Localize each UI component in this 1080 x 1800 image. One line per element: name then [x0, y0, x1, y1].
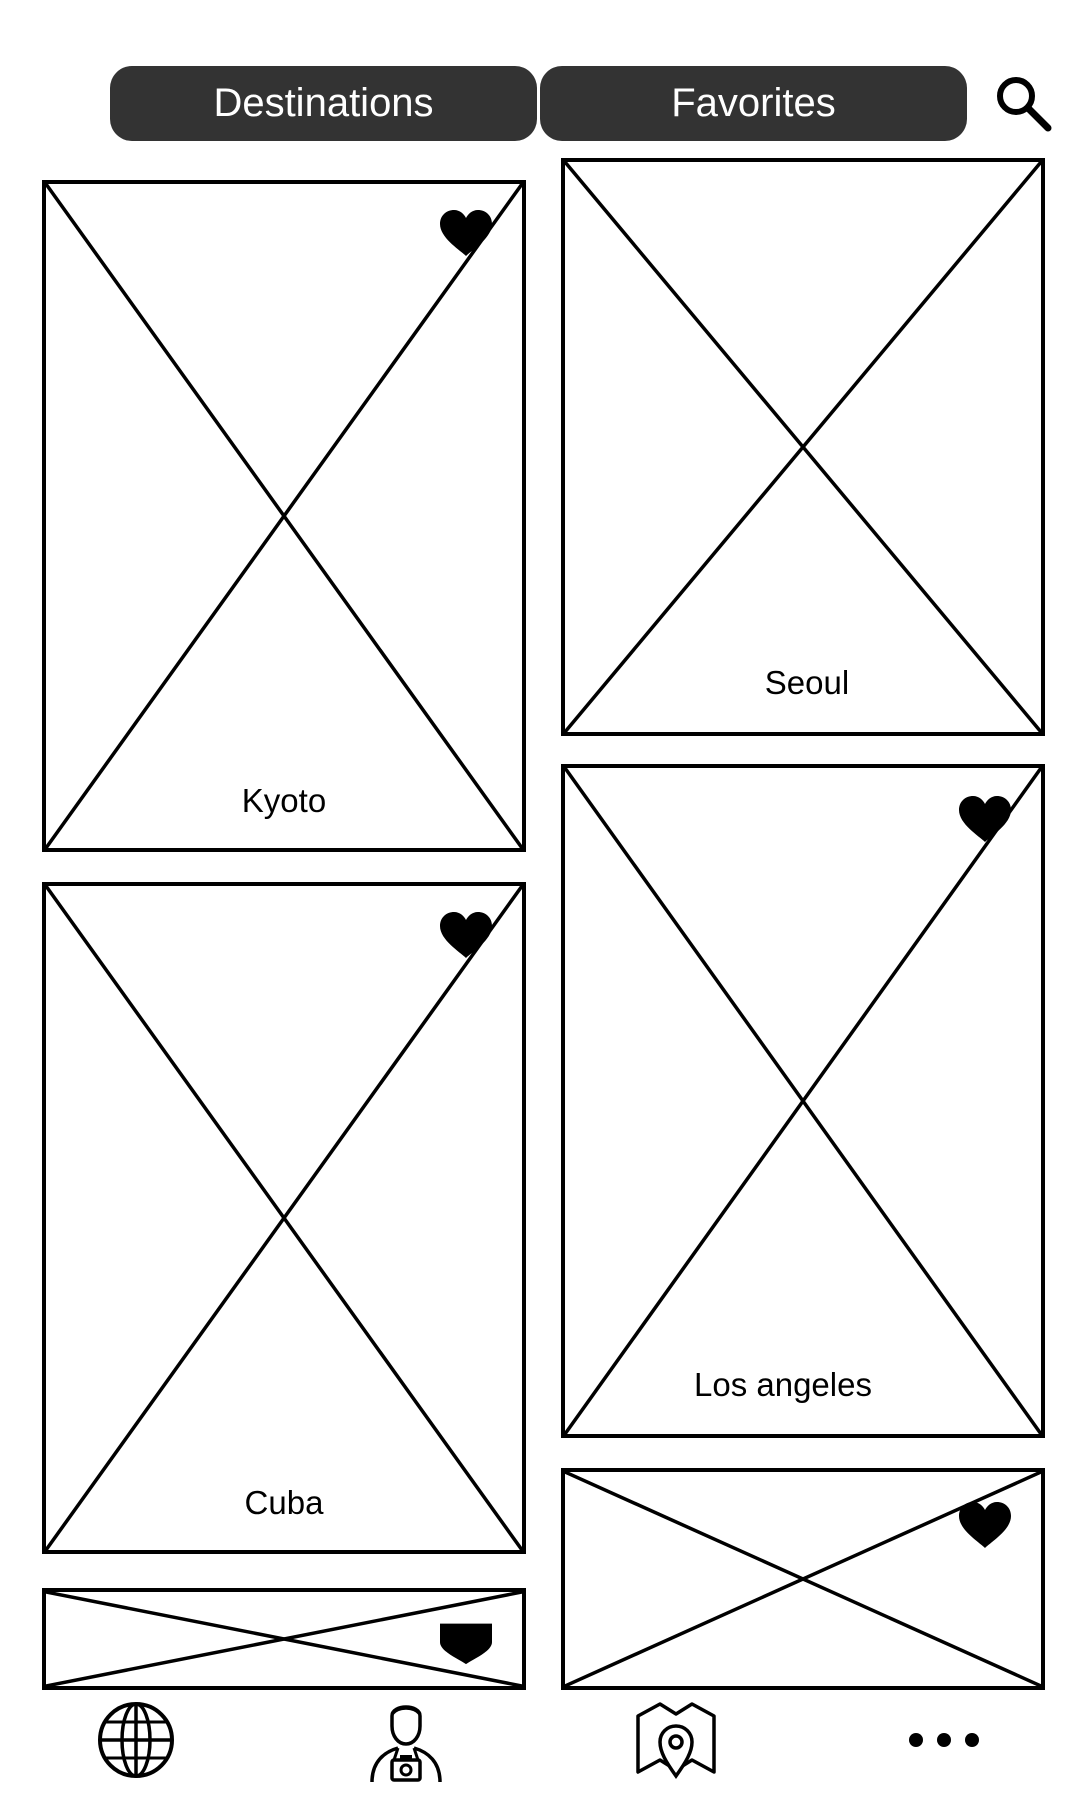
globe-icon [98, 1702, 174, 1778]
card-label: Cuba [244, 1484, 324, 1521]
image-placeholder [46, 886, 522, 1550]
image-placeholder [46, 1592, 522, 1686]
destination-card-cuba[interactable]: Cuba [42, 882, 526, 1554]
photographer-icon [370, 1705, 442, 1783]
card-label: Kyoto [241, 782, 327, 819]
favorite-heart-icon[interactable] [957, 794, 1013, 844]
destination-card-seoul[interactable]: Seoul [561, 158, 1045, 736]
map-pin-icon [636, 1702, 716, 1780]
favorite-heart-icon[interactable] [438, 1620, 494, 1666]
nav-photographer-button[interactable] [362, 1696, 450, 1784]
image-placeholder [565, 768, 1041, 1434]
card-label: Los angeles [694, 1366, 872, 1403]
destination-card-partial[interactable] [42, 1588, 526, 1690]
card-label: Seoul [764, 664, 850, 701]
destination-card-los-angeles[interactable]: Los angeles [561, 764, 1045, 1438]
nav-more-button[interactable] [900, 1696, 988, 1784]
destination-card-kyoto[interactable]: Kyoto [42, 180, 526, 852]
image-placeholder [46, 184, 522, 848]
search-button[interactable] [992, 72, 1056, 136]
tab-destinations[interactable]: Destinations [110, 66, 537, 141]
nav-globe-button[interactable] [92, 1696, 180, 1784]
destination-card-bottom-right[interactable] [561, 1468, 1045, 1690]
tab-favorites[interactable]: Favorites [540, 66, 967, 141]
more-dots-icon [909, 1733, 979, 1747]
search-icon [997, 77, 1052, 132]
nav-map-button[interactable] [632, 1696, 720, 1784]
favorite-heart-icon[interactable] [438, 208, 494, 258]
image-placeholder [565, 162, 1041, 732]
favorite-heart-icon[interactable] [438, 910, 494, 960]
favorite-heart-icon[interactable] [957, 1500, 1013, 1550]
